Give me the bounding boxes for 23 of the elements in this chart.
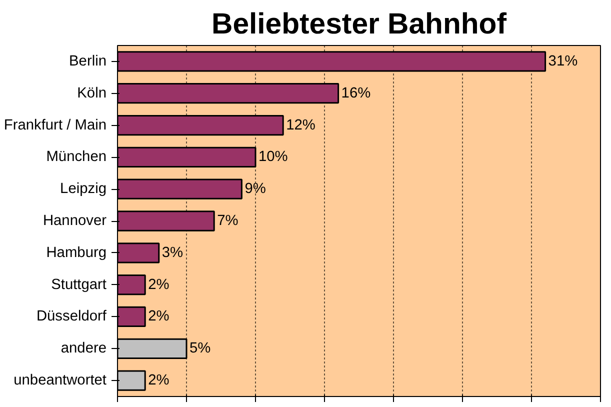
- data-label: 16%: [341, 85, 371, 102]
- y-tick-label: unbeantwortet: [14, 372, 106, 389]
- y-tick-label: Leipzig: [60, 181, 107, 198]
- data-label: 5%: [190, 340, 211, 357]
- y-tick-label: Berlin: [69, 53, 107, 70]
- data-label: 2%: [148, 276, 170, 293]
- y-tick-label: andere: [60, 340, 107, 357]
- y-tick-label: Stuttgart: [51, 276, 107, 293]
- data-label: 2%: [148, 308, 170, 325]
- y-tick-label: Hamburg: [46, 244, 107, 261]
- data-label: 7%: [217, 213, 238, 229]
- data-label: 3%: [162, 244, 184, 261]
- y-tick-label: Hannover: [42, 213, 107, 229]
- y-tick-label: Köln: [77, 85, 107, 102]
- data-label: 9%: [244, 181, 266, 198]
- data-label: 12%: [286, 117, 316, 134]
- chart-title: Beliebtester Bahnhof: [212, 8, 507, 40]
- data-label: 10%: [258, 149, 288, 166]
- y-tick-label: München: [46, 149, 107, 166]
- y-tick-label: Düsseldorf: [36, 308, 108, 325]
- data-label: 2%: [148, 372, 170, 389]
- data-label: 31%: [548, 53, 578, 70]
- y-tick-label: Frankfurt / Main: [4, 117, 107, 134]
